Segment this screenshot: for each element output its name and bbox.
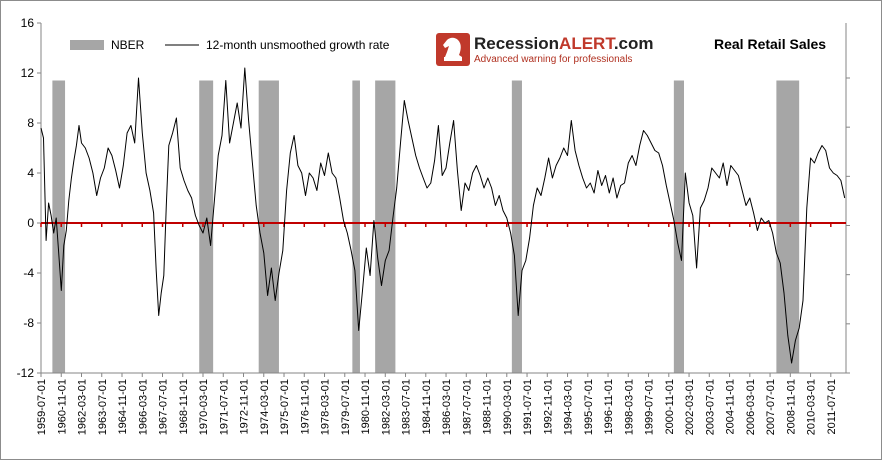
y-tick-label-0: -12 [17,366,35,380]
recession-band-6 [673,80,684,373]
x-tick-label-2: 1962-03-01 [77,379,89,435]
x-tick-label-22: 1988-11-01 [482,379,494,434]
x-tick-label-8: 1970-03-01 [198,379,210,435]
x-tick-label-28: 1996-11-01 [603,379,615,434]
x-tick-label-7: 1968-11-01 [178,379,190,434]
x-tick-label-0: 1959-07-01 [36,379,48,435]
chart-title: Real Retail Sales [714,36,826,52]
x-tick-label-11: 1974-03-01 [259,379,271,435]
x-tick-label-36: 2007-07-01 [765,379,777,435]
x-tick-label-38: 2010-03-01 [806,379,818,435]
series-line-0 [40,67,846,364]
x-tick-label-4: 1964-11-01 [117,379,129,434]
x-tick-label-12: 1975-07-01 [279,379,291,435]
x-tick-label-25: 1992-11-01 [542,379,554,434]
y-tick-label-7: 16 [21,16,35,30]
chess-knight-icon [436,33,470,66]
y-tick-label-6: 12 [21,66,35,80]
x-tick-label-9: 1971-07-01 [218,379,230,435]
x-tick-label-26: 1994-03-01 [563,379,575,435]
x-tick-label-37: 2008-11-01 [785,379,797,434]
y-axis: -12 -8 -4 0 4 8 12 16 [17,16,42,380]
y-tick-label-4: 4 [27,166,34,180]
legend-label-growth: 12-month unsmoothed growth rate [206,38,390,52]
x-tick-label-10: 1972-11-01 [239,379,251,434]
y-tick-label-5: 8 [27,116,34,130]
x-tick-label-5: 1966-03-01 [137,379,149,435]
x-tick-label-39: 2011-07-01 [826,379,838,434]
x-tick-label-21: 1987-07-01 [461,379,473,435]
x-tick-label-29: 1998-03-01 [623,379,635,435]
x-tick-label-13: 1976-11-01 [299,379,311,434]
zero-line-group [40,222,846,227]
x-tick-label-18: 1983-07-01 [401,379,413,435]
legend-label-nber: NBER [111,38,145,52]
x-tick-label-33: 2003-07-01 [704,379,716,435]
x-tick-label-1: 1960-11-01 [56,379,68,434]
right-axis-ticks [845,23,850,374]
x-tick-label-19: 1984-11-01 [421,379,433,434]
series-lines [40,67,846,364]
legend: NBER 12-month unsmoothed growth rate [70,38,390,52]
x-axis: 1959-07-01 1960-11-01 1962-03-01 1963-07-01… [36,372,846,435]
x-tick-label-34: 2004-11-01 [725,379,737,434]
x-tick-label-32: 2002-03-01 [684,379,696,435]
recession-bands [52,80,800,373]
x-tick-label-6: 1967-07-01 [158,379,170,435]
x-tick-label-14: 1978-03-01 [320,379,332,435]
x-tick-label-17: 1982-03-01 [380,379,392,435]
brand-name: RecessionALERT.com [474,34,654,53]
x-tick-label-3: 1963-07-01 [97,379,109,435]
x-tick-label-27: 1995-07-01 [583,379,595,435]
y-tick-label-2: -4 [23,266,34,280]
x-tick-label-30: 1999-07-01 [644,379,656,435]
recession-band-1 [199,80,214,373]
legend-swatch-nber [70,40,104,50]
x-tick-label-23: 1990-03-01 [502,379,514,435]
recession-band-5 [511,80,522,373]
recession-band-7 [776,80,800,373]
x-tick-label-20: 1986-03-01 [441,379,453,435]
brand-logo: RecessionALERT.com Advanced warning for … [436,33,654,66]
x-tick-label-16: 1980-11-01 [360,379,372,434]
recession-band-2 [258,80,279,373]
y-tick-label-3: 0 [27,216,34,230]
x-tick-label-15: 1979-07-01 [340,379,352,435]
brand-tagline: Advanced warning for professionals [474,54,632,65]
recession-band-0 [52,80,66,373]
recession-band-3 [352,80,360,373]
x-tick-label-31: 2000-11-01 [664,379,676,434]
x-tick-label-24: 1991-07-01 [522,379,534,435]
y-tick-label-1: -8 [23,316,34,330]
x-tick-label-35: 2006-03-01 [745,379,757,435]
